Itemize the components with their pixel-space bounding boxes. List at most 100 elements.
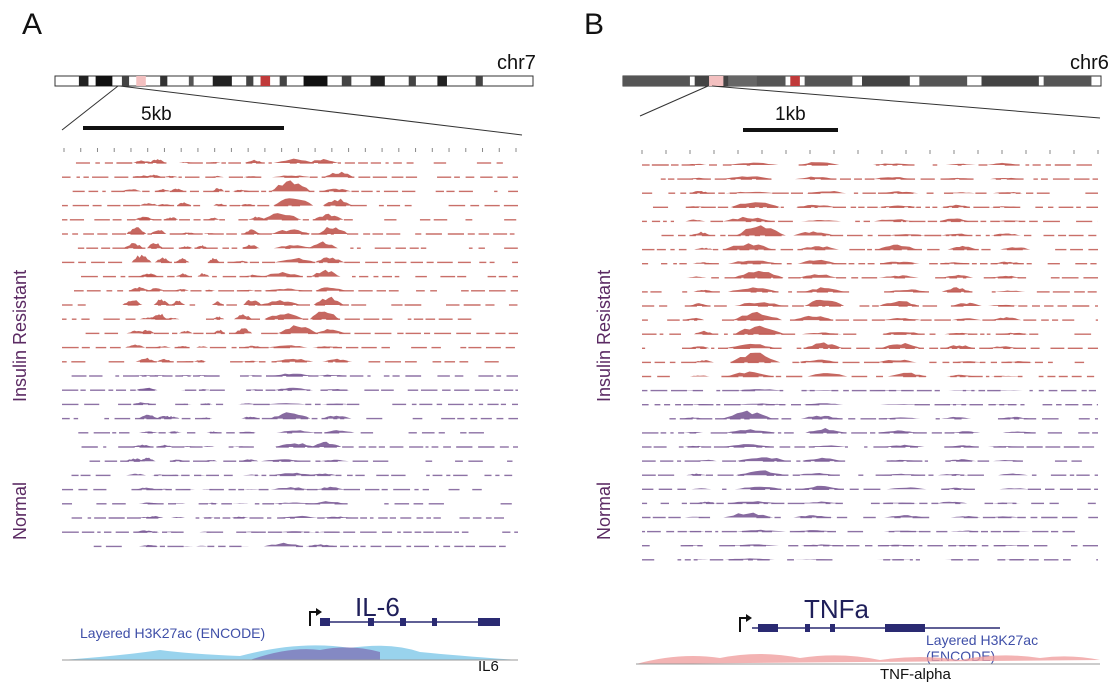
ir-track-peak [727,287,778,292]
ir-track-peak [242,229,261,234]
normal-track-peak [125,458,146,462]
ir-track-peak [207,217,220,220]
normal-track-peak [876,559,917,560]
normal-track-peak [942,404,973,405]
normal-track-peak [683,545,704,546]
ir-track-peak [212,316,225,320]
normal-track-peak [232,503,251,504]
ir-track-peak [940,204,971,208]
ir-track-peak [196,346,209,348]
normal-track-peak [682,417,703,419]
chr6-ideogram-band [623,76,690,86]
ir-track-peak [267,345,308,348]
normal-track-peak [274,443,315,447]
ir-track-peak [315,287,346,291]
chr7-ideogram-band [188,76,194,86]
normal-track-peak [807,445,848,447]
ir-track-peak [232,189,251,192]
ir-track-peak [885,234,926,236]
ir-track-peak [952,361,983,363]
chr7-ideogram-band [370,76,385,86]
ir-track-peak [878,275,919,278]
ir-track-peak [274,257,315,263]
normal-track-peak [691,488,712,490]
normal-track-peak [880,404,921,405]
ir-track-peak [878,301,919,306]
normal-track-peak [181,446,196,447]
normal-track-peak [877,430,918,433]
normal-track-peak [243,375,262,376]
ir-track-peak [685,219,706,222]
ir-track-peak [689,375,710,377]
panel-a-gene-small-label: IL6 [478,658,499,675]
normal-track-peak [200,403,213,405]
ir-track-peak [243,299,262,305]
normal-track-peak [200,417,213,419]
normal-track-peak [990,502,1021,504]
normal-track-peak [318,459,349,462]
ir-track-peak [987,304,1018,306]
normal-track-peak [202,446,215,447]
normal-track-peak [993,460,1024,462]
ir-track-peak [121,189,142,192]
ir-track-peak [689,303,710,306]
chr7-ideogram-band [475,76,483,86]
normal-track-peak [321,403,352,405]
ir-track-peak [313,213,344,220]
normal-track-peak [273,387,314,391]
ir-track-peak [150,230,167,234]
ir-track-peak [211,301,224,305]
normal-track-peak [272,502,313,504]
normal-track-peak [949,545,980,546]
chr6-ideogram-band [709,76,724,86]
ir-track-peak [992,261,1023,264]
normal-track-peak [273,373,314,376]
normal-track-peak [205,460,218,462]
normal-track-peak [880,417,921,419]
ir-track-peak [231,260,250,263]
ir-track-peak [197,273,210,277]
ir-track-peak [723,243,774,250]
normal-track-peak [998,473,1029,476]
chr7-ideogram-band [160,76,168,86]
ir-track-peak [154,257,171,263]
normal-track-peak [801,457,842,462]
normal-track-peak [315,374,346,376]
normal-track-peak [883,530,924,532]
tss-arrowhead [316,608,322,616]
normal-track-peak [141,502,158,504]
ir-track-peak [881,343,922,349]
ir-track-peak [727,260,778,264]
normal-track-peak [241,531,260,533]
normal-track-peak [126,473,147,476]
ir-track-peak [689,346,710,349]
chr7-ideogram-band [121,76,130,86]
normal-track-peak [723,444,774,447]
ir-track-peak [234,328,253,334]
normal-track-peak [278,515,319,518]
ir-track-peak [241,360,260,362]
chr7-ideogram-band [303,76,328,86]
chr6-ideogram-band [804,76,853,86]
ir-track-peak [947,245,978,250]
ir-track-peak [686,276,707,278]
normal-track-peak [950,431,981,433]
normal-track-peak [801,544,842,546]
ir-track-peak [940,233,971,236]
ir-track-peak [998,332,1029,335]
ir-track-peak [798,274,839,278]
panel-b-chromosome: chr6 [1070,52,1109,74]
ir-track-peak [939,262,970,264]
ir-track-peak [887,372,928,377]
panel-b-gene-label: TNFa [804,594,869,624]
normal-track-peak [992,545,1023,546]
normal-track-peak [735,529,786,532]
ir-track-peak [944,332,975,335]
gene-exon [320,618,330,626]
normal-track-peak [241,416,260,419]
normal-track-peak [172,503,187,504]
normal-track-peak [736,457,787,462]
ir-track-peak [178,162,193,163]
zoom-line-right [119,85,523,136]
ir-track-peak [163,175,178,178]
